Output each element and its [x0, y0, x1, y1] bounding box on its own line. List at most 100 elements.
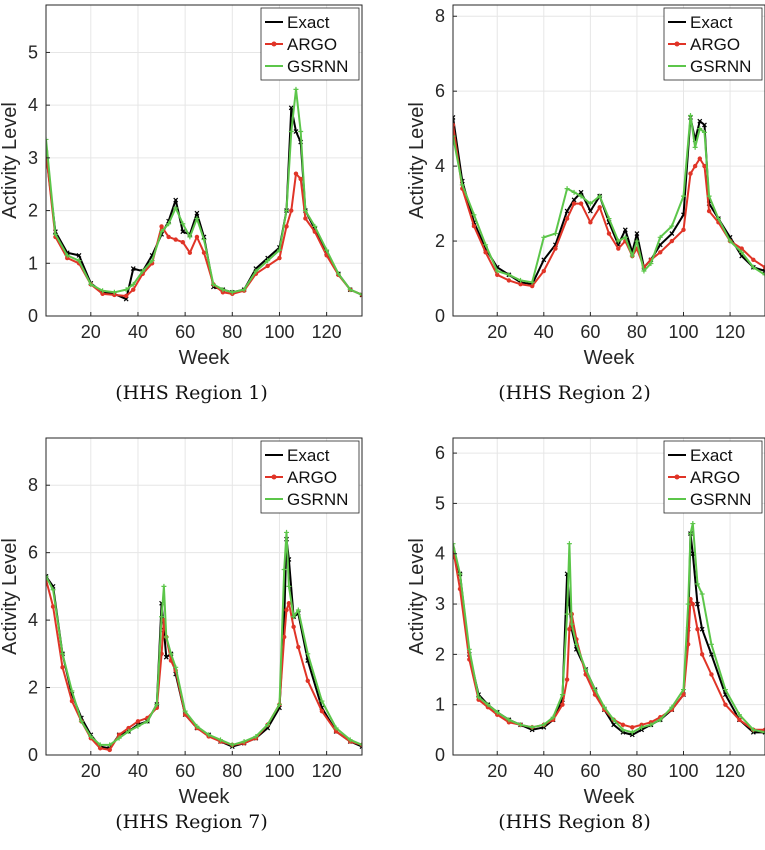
data-point — [597, 193, 603, 199]
data-point — [305, 678, 310, 684]
data-point — [739, 246, 744, 251]
legend-marker — [674, 474, 680, 480]
data-point — [206, 732, 212, 738]
data-point — [697, 156, 703, 161]
data-point — [276, 247, 282, 253]
data-point — [706, 208, 712, 214]
data-point — [629, 732, 635, 738]
axes-frame — [452, 437, 765, 756]
data-point — [541, 234, 547, 240]
data-point — [685, 642, 691, 647]
series-gsrnn — [46, 86, 362, 298]
data-point — [518, 722, 524, 728]
x-tick-label: 40 — [534, 761, 554, 781]
legend-label: Exact — [690, 13, 733, 32]
x-tick-label: 40 — [128, 761, 148, 781]
chart-caption: (HHS Region 7) — [115, 811, 268, 833]
y-tick-label: 6 — [435, 81, 445, 101]
x-tick-label: 80 — [222, 761, 242, 781]
data-point — [126, 728, 132, 734]
data-point — [123, 287, 129, 293]
data-point — [494, 709, 500, 715]
data-point — [573, 641, 579, 647]
chart-region-2: 20 40 60 80 100 120 0 2 4 6 8 Week Activity Level Exa… — [406, 4, 765, 369]
chart-caption: (HHS Region 8) — [498, 811, 651, 833]
data-point — [60, 665, 65, 670]
data-point — [701, 129, 707, 135]
data-point — [166, 221, 172, 227]
data-point — [762, 268, 765, 274]
y-tick-label: 6 — [28, 543, 38, 563]
data-point — [688, 171, 693, 176]
data-point — [620, 727, 626, 733]
data-point — [288, 129, 294, 135]
data-point — [601, 704, 607, 710]
y-tick-label: 8 — [28, 475, 38, 495]
chart-caption: (HHS Region 2) — [498, 382, 651, 404]
data-point — [180, 221, 186, 227]
data-point — [130, 281, 136, 287]
data-point — [265, 258, 271, 264]
data-point — [541, 722, 547, 728]
data-point — [319, 708, 325, 714]
x-tick-label: 120 — [715, 322, 745, 342]
data-point — [194, 210, 200, 216]
data-point — [615, 238, 621, 244]
legend: Exact ARGO GSRNN — [260, 7, 360, 81]
data-point — [347, 737, 353, 743]
data-point — [50, 604, 56, 609]
data-point — [723, 702, 728, 707]
data-point — [286, 601, 292, 606]
data-point — [319, 698, 325, 704]
legend-label: GSRNN — [287, 490, 348, 509]
legend-label: ARGO — [287, 468, 337, 487]
data-point — [506, 717, 512, 723]
data-point — [715, 216, 721, 222]
data-point — [50, 587, 56, 593]
data-point — [494, 268, 500, 274]
data-point — [284, 529, 290, 535]
data-point — [529, 283, 535, 289]
data-point — [657, 717, 663, 723]
data-point — [100, 288, 106, 294]
data-point — [111, 289, 117, 295]
x-tick-label: 20 — [81, 322, 101, 342]
data-point — [46, 573, 49, 579]
data-point — [220, 290, 226, 295]
data-point — [123, 293, 129, 299]
data-point — [639, 724, 645, 730]
data-point — [564, 611, 570, 617]
data-point — [241, 287, 247, 293]
data-point — [681, 193, 687, 199]
data-point — [471, 223, 477, 229]
data-point — [107, 747, 112, 753]
y-tick-label: 4 — [435, 156, 445, 176]
y-tick-label: 5 — [435, 493, 445, 513]
data-point — [606, 231, 612, 236]
data-point — [76, 258, 82, 264]
data-point — [303, 216, 308, 221]
data-point — [622, 234, 628, 240]
series-argo — [453, 122, 765, 289]
y-axis-label: Activity Level — [0, 538, 21, 655]
data-point — [669, 223, 675, 229]
data-point — [180, 240, 185, 245]
data-point — [210, 281, 216, 287]
data-point — [611, 717, 617, 723]
data-point — [298, 176, 303, 182]
y-axis-label: Activity Level — [0, 102, 21, 219]
data-point — [135, 723, 141, 729]
series-gsrnn — [453, 521, 765, 735]
data-point — [241, 739, 247, 745]
data-point — [163, 654, 169, 660]
data-point — [506, 278, 512, 283]
data-point — [69, 688, 75, 694]
data-point — [166, 234, 171, 240]
data-point — [88, 281, 94, 287]
data-point — [588, 220, 593, 225]
data-point — [699, 652, 705, 657]
data-point — [692, 163, 698, 169]
y-tick-label: 1 — [435, 695, 445, 715]
y-axis-label: Activity Level — [406, 102, 428, 219]
legend-marker — [271, 474, 277, 480]
